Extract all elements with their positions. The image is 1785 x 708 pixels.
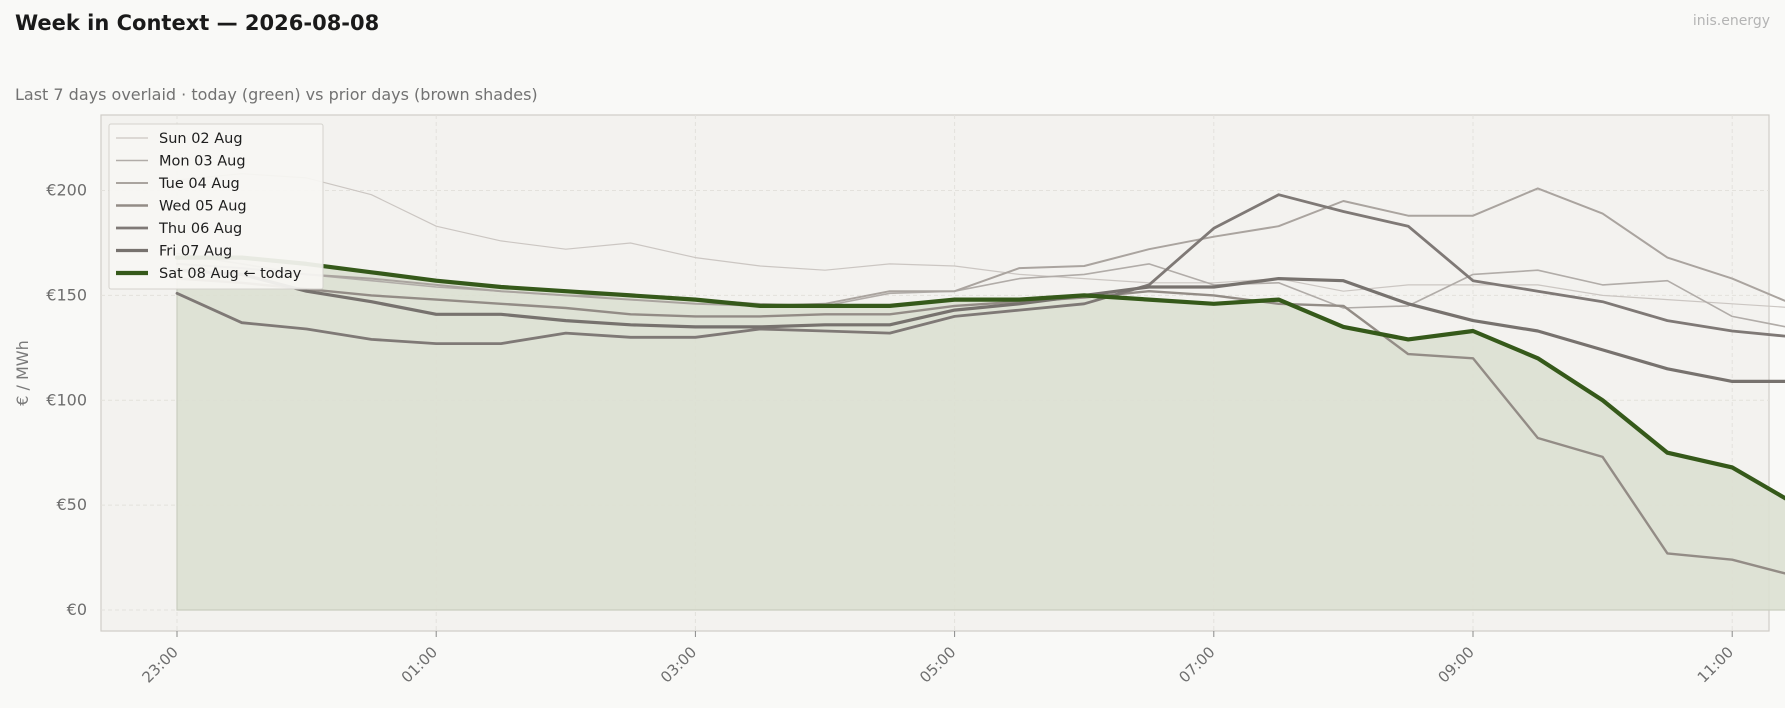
legend-box <box>108 123 324 290</box>
series-line-3 <box>175 277 1785 575</box>
y-tick-label: €0 <box>67 600 87 619</box>
series-line-2 <box>176 187 1785 307</box>
legend-label: Fri 07 Aug <box>159 244 232 260</box>
legend-label: Tue 04 Aug <box>158 176 240 192</box>
chart-title: Week in Context — 2026-08-08 <box>15 11 380 35</box>
x-tick-label: 11:00 <box>1694 643 1737 686</box>
x-tick-label: 23:00 <box>139 643 182 686</box>
legend-label: Thu 06 Aug <box>158 221 242 237</box>
y-axis-label: € / MWh <box>13 340 32 406</box>
legend-label: Mon 03 Aug <box>159 154 246 170</box>
x-tick-label: 09:00 <box>1435 643 1478 686</box>
x-tick-label: 07:00 <box>1175 643 1218 686</box>
series-line-5 <box>175 268 1785 383</box>
chart-subtitle: Last 7 days overlaid · today (green) vs … <box>15 85 538 104</box>
y-tick-label: €150 <box>46 285 87 304</box>
x-tick-label: 01:00 <box>398 643 441 686</box>
x-tick-label: 05:00 <box>916 643 959 686</box>
y-tick-label: €200 <box>46 181 87 200</box>
x-tick-label: 03:00 <box>657 643 700 686</box>
y-tick-label: €50 <box>56 495 87 514</box>
legend-label: Sat 08 Aug ← today <box>159 266 302 282</box>
legend-label: Sun 02 Aug <box>159 131 243 147</box>
y-tick-label: €100 <box>46 390 87 409</box>
series-line-0 <box>176 173 1785 308</box>
series-line-6 <box>174 255 1785 501</box>
series-line-4 <box>175 193 1785 346</box>
brand-watermark: inis.energy <box>1692 13 1770 29</box>
legend-label: Wed 05 Aug <box>159 199 247 215</box>
